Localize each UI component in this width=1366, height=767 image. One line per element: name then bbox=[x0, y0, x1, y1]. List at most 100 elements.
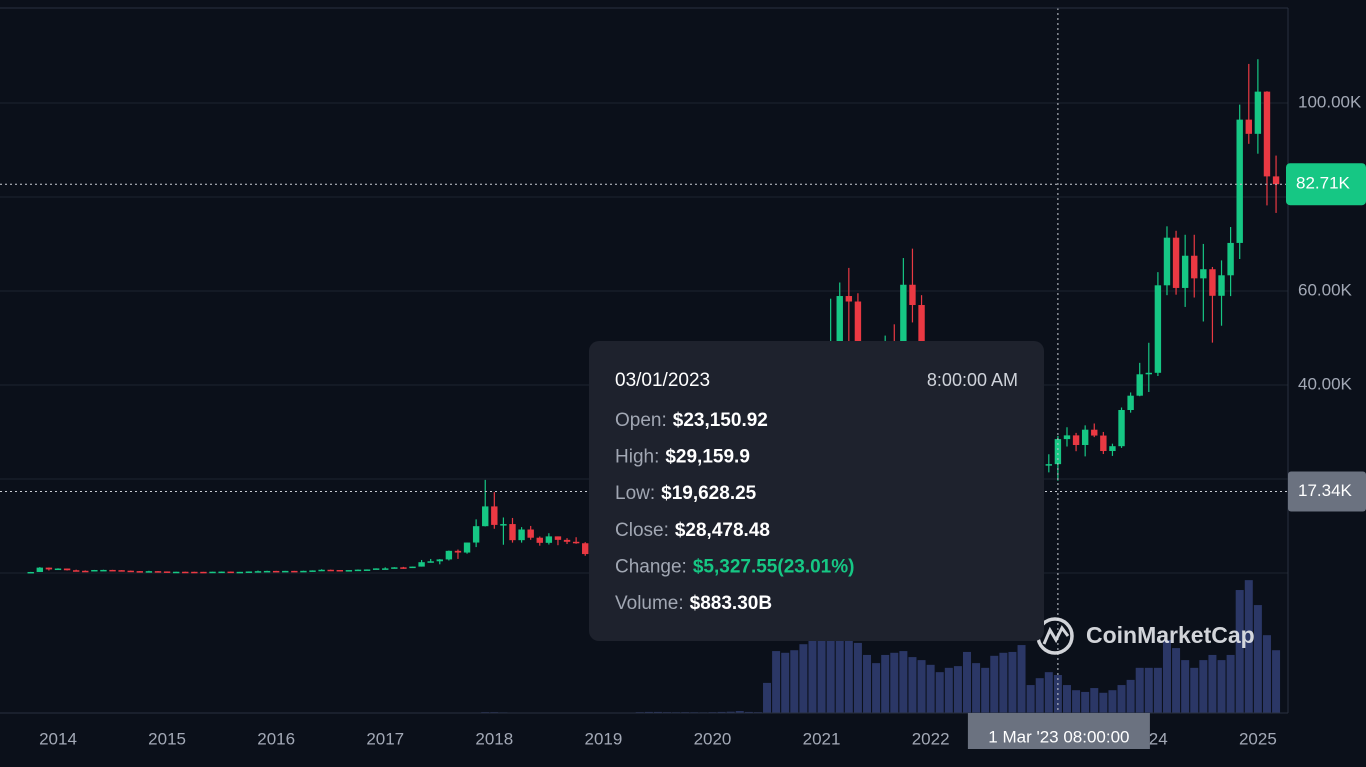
candle-body bbox=[400, 567, 407, 569]
candle-body bbox=[1263, 91, 1271, 177]
volume-bar bbox=[1172, 648, 1181, 713]
candle-body bbox=[300, 570, 307, 573]
volume-bar bbox=[1235, 590, 1244, 713]
watermark-logo bbox=[1042, 625, 1070, 645]
candle-body bbox=[463, 542, 471, 553]
crosshair-price-badge bbox=[1288, 471, 1366, 512]
candle-body bbox=[1072, 435, 1080, 446]
volume-bar bbox=[1126, 679, 1135, 713]
x-tick-label: 2016 bbox=[257, 729, 295, 748]
volume-bar bbox=[1108, 690, 1117, 713]
candle-body bbox=[509, 524, 516, 541]
x-tick-label: 2019 bbox=[584, 729, 622, 748]
candle-body bbox=[336, 570, 343, 572]
candle-body bbox=[272, 570, 280, 573]
volume-bar bbox=[1262, 635, 1271, 713]
x-tick-label: 2014 bbox=[39, 729, 77, 748]
candle-body bbox=[1063, 435, 1071, 440]
crosshair-time-label: 1 Mar '23 08:00:00 bbox=[988, 727, 1129, 746]
candle-body bbox=[1209, 269, 1216, 296]
volume-bar bbox=[1099, 692, 1108, 713]
candle-body bbox=[36, 567, 44, 572]
volume-bar bbox=[1153, 667, 1162, 713]
candle-body bbox=[91, 569, 98, 572]
volume-bar bbox=[1253, 605, 1262, 713]
tooltip-row-value: $23,150.92 bbox=[673, 410, 768, 431]
candle-body bbox=[918, 305, 925, 356]
tooltip-row-label: High: bbox=[615, 447, 659, 468]
volume-bar bbox=[963, 651, 971, 713]
x-tick-label: 2018 bbox=[475, 729, 513, 748]
x-tick-label: 2020 bbox=[694, 729, 732, 748]
candle-body bbox=[263, 570, 271, 573]
volume-bar bbox=[1062, 685, 1071, 713]
volume-bar bbox=[853, 642, 862, 713]
volume-bar bbox=[826, 618, 835, 713]
candle-body bbox=[345, 570, 353, 572]
volume-bar bbox=[890, 652, 899, 713]
candle-body bbox=[182, 571, 189, 574]
candle-body bbox=[200, 571, 207, 574]
volume-bar bbox=[653, 711, 662, 713]
candle-body bbox=[491, 506, 498, 525]
volume-bar bbox=[881, 654, 890, 713]
candle-body bbox=[845, 296, 853, 302]
x-tick-label: 2021 bbox=[803, 729, 841, 748]
volume-bar bbox=[863, 654, 872, 713]
volume-bar bbox=[817, 627, 826, 713]
candle-body bbox=[63, 568, 71, 571]
volume-bar bbox=[1117, 685, 1126, 713]
volume-bar bbox=[1226, 654, 1235, 713]
volume-bar bbox=[1008, 651, 1017, 713]
volume-bar bbox=[781, 652, 790, 713]
candle-body bbox=[118, 570, 125, 572]
tooltip-row-value: $19,628.25 bbox=[661, 483, 757, 504]
last-price-badge bbox=[1286, 163, 1366, 206]
candle-body bbox=[563, 539, 571, 542]
candle-body bbox=[1054, 439, 1062, 465]
candle-body bbox=[391, 567, 398, 569]
candle-body bbox=[1118, 410, 1125, 447]
volume-bar bbox=[1244, 580, 1253, 713]
volume-bar bbox=[1090, 688, 1099, 713]
crosshair-time-badge bbox=[967, 713, 1150, 749]
candle-body bbox=[418, 562, 425, 567]
last-price-label: 82.71K bbox=[1296, 174, 1351, 193]
candle-body bbox=[500, 524, 507, 526]
volume-bar bbox=[1081, 691, 1090, 713]
candle-body bbox=[545, 536, 553, 543]
volume-bar bbox=[1144, 667, 1153, 713]
tooltip-row-value: $883.30B bbox=[690, 593, 772, 614]
volume-bar bbox=[726, 711, 735, 713]
volume-bar bbox=[799, 644, 808, 713]
tooltip-row-label: Low: bbox=[615, 483, 655, 504]
candle-body bbox=[1081, 429, 1089, 446]
tooltip-row-label: Close: bbox=[615, 520, 669, 541]
tooltip-row-label: Open: bbox=[615, 410, 667, 431]
candle-body bbox=[1091, 429, 1098, 436]
tooltip-box bbox=[589, 341, 1044, 641]
candle-body bbox=[454, 550, 462, 553]
candle-body bbox=[254, 571, 262, 573]
candle-body bbox=[1163, 237, 1171, 286]
volume-bar bbox=[926, 664, 935, 713]
volume-bar bbox=[772, 651, 781, 713]
volume-bar bbox=[1190, 667, 1199, 713]
candle-body bbox=[472, 526, 480, 543]
candle-body bbox=[1136, 374, 1143, 396]
candle-body bbox=[163, 571, 171, 573]
volume-layer bbox=[26, 580, 1281, 713]
candle-body bbox=[909, 284, 916, 306]
volume-bar bbox=[908, 657, 917, 713]
candle-body bbox=[382, 568, 389, 570]
candle-body bbox=[1154, 285, 1162, 373]
candle-body bbox=[1127, 395, 1134, 411]
candle-body bbox=[82, 570, 89, 573]
volume-bar bbox=[844, 635, 853, 713]
candle-body bbox=[372, 568, 380, 570]
crosshair-price-label: 17.34K bbox=[1298, 481, 1353, 500]
tooltip: 03/01/2023 8:00:00 AM Open: $23,150.92 Hig… bbox=[589, 341, 1044, 641]
candle-body bbox=[1272, 176, 1280, 185]
candle-body bbox=[582, 543, 589, 555]
volume-bar bbox=[1026, 685, 1035, 713]
